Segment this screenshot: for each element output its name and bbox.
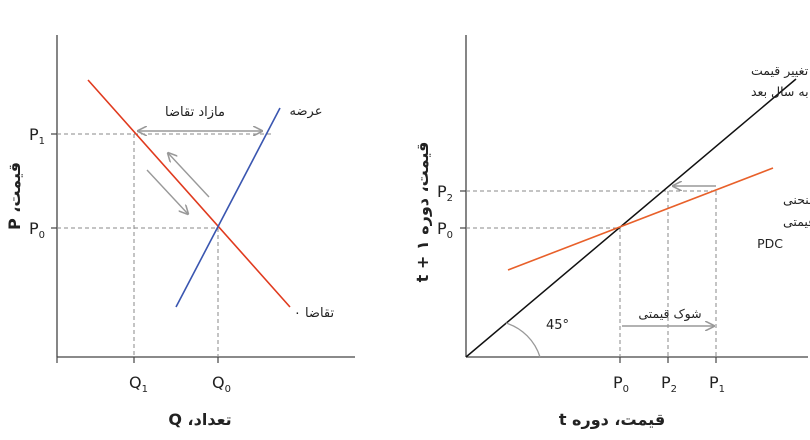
no-change-label-line2: از یک سال به سال بعد [751, 84, 810, 100]
left-x-axis-label: تعداد، Q [168, 410, 231, 429]
pdc-label-line3: PDC [757, 236, 783, 251]
p1-x-label: P1 [709, 373, 725, 395]
p2-y-label: P2 [437, 182, 453, 204]
right-x-axis-label: قیمت، دوره t [559, 410, 665, 429]
price-shock-label: شوک قیمتی [638, 306, 701, 322]
q1-label: Q1 [129, 373, 148, 395]
p0-x-label: P0 [613, 373, 629, 395]
angle-label: 45° [546, 318, 569, 333]
p1-label: P1 [29, 125, 45, 147]
supply-curve [175, 107, 281, 308]
p2-x-label: P2 [661, 373, 677, 395]
pdc-curve [507, 167, 774, 271]
no-change-45-line [465, 78, 797, 358]
demand-label: تقاضا ۰ [294, 306, 335, 321]
demand-curve [87, 79, 291, 308]
pdc-label-line2: پویایی قیمتی [783, 214, 810, 230]
left-panel: مازاد تقاضا عرضه تقاضا ۰ P1 P0 Q1 Q0 تعد… [5, 35, 355, 429]
right-y-axis-label: قیمت، دوره ۱ + t [413, 142, 432, 283]
excess-demand-label: مازاد تقاضا [165, 105, 225, 120]
price-down-arrow [146, 169, 188, 214]
q0-label: Q0 [212, 373, 231, 395]
pdc-label-line1: منحنی [783, 192, 810, 207]
no-change-label-line1: عدم تغییر قیمت [751, 63, 810, 79]
p0-y-label: P0 [437, 219, 453, 241]
right-panel: 45° عدم تغییر قیمت از یک سال به سال بعد … [413, 35, 810, 429]
price-up-arrow [168, 153, 210, 198]
supply-label: عرضه [290, 104, 323, 119]
angle-arc [505, 322, 541, 358]
p0-label: P0 [29, 219, 45, 241]
left-y-axis-label: قیمت، P [5, 162, 24, 230]
